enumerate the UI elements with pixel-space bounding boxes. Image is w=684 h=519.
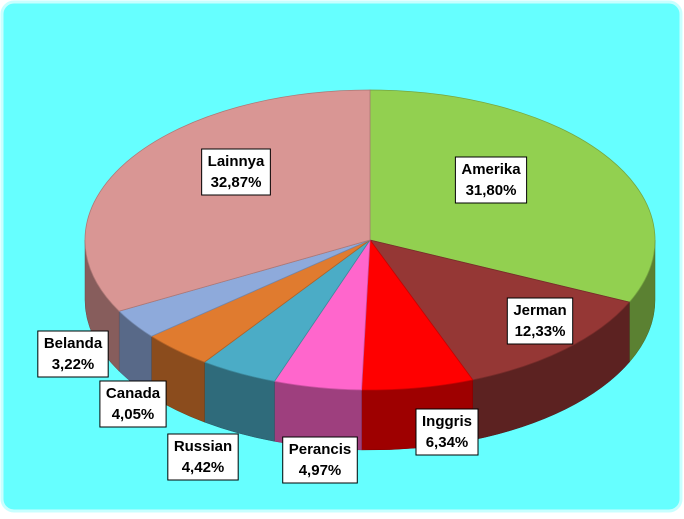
label-name: Jerman bbox=[513, 302, 566, 319]
slice bbox=[84, 89, 371, 312]
label-name: Belanda bbox=[44, 335, 103, 352]
label-name: Amerika bbox=[461, 161, 521, 178]
data-label: Jerman 12,33% bbox=[506, 297, 574, 345]
label-box bbox=[506, 297, 574, 345]
label-name: Perancis bbox=[289, 441, 352, 458]
label-value: 12,33% bbox=[515, 323, 566, 340]
label-box bbox=[37, 330, 109, 378]
label-value: 6,34% bbox=[426, 434, 469, 451]
label-box bbox=[415, 408, 479, 456]
label-box bbox=[454, 156, 528, 204]
slice bbox=[361, 238, 474, 391]
data-label: Inggris 6,34% bbox=[415, 408, 479, 456]
data-label: Russian 4,42% bbox=[167, 433, 239, 481]
label-value: 32,87% bbox=[211, 174, 262, 191]
data-labels: Amerika 31,80% Jerman 12,33% Inggris 6,34% Per… bbox=[37, 148, 574, 484]
label-value: 4,97% bbox=[299, 462, 342, 479]
label-value: 31,80% bbox=[466, 182, 517, 199]
label-value: 4,42% bbox=[182, 459, 225, 476]
label-value: 3,22% bbox=[52, 356, 95, 373]
label-box bbox=[99, 380, 167, 428]
label-box bbox=[167, 433, 239, 481]
data-label: Lainnya 32,87% bbox=[201, 148, 271, 196]
slice bbox=[369, 239, 631, 381]
data-label: Belanda 3,22% bbox=[37, 330, 109, 378]
label-box bbox=[282, 436, 358, 484]
data-label: Perancis 4,97% bbox=[282, 436, 358, 484]
pie-tops bbox=[84, 89, 656, 391]
label-name: Lainnya bbox=[208, 153, 265, 170]
data-label: Amerika 31,80% bbox=[454, 156, 528, 204]
label-name: Canada bbox=[106, 385, 161, 402]
data-label: Canada 4,05% bbox=[99, 380, 167, 428]
pie-walls bbox=[84, 239, 656, 451]
label-name: Russian bbox=[174, 438, 232, 455]
label-value: 4,05% bbox=[112, 406, 155, 423]
label-name: Inggris bbox=[422, 413, 472, 430]
label-box bbox=[201, 148, 271, 196]
